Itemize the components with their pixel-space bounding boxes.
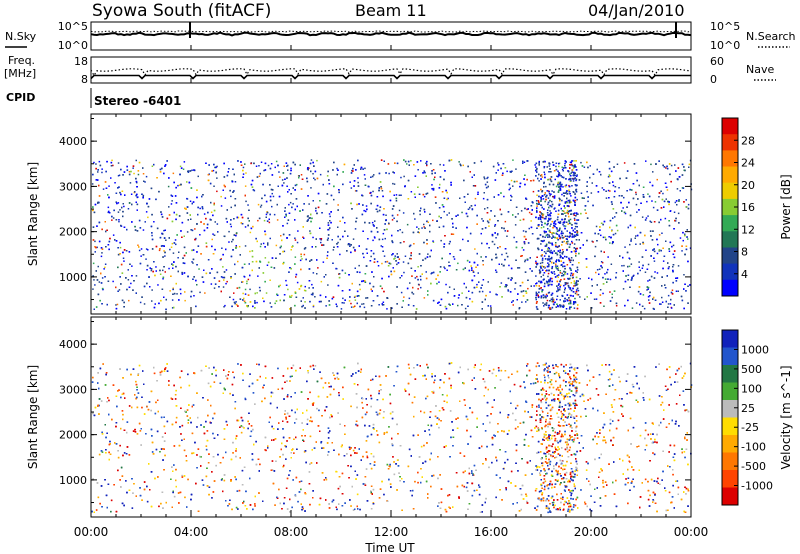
x-tick-label: 08:00 xyxy=(274,525,309,539)
colorbar-swatch xyxy=(722,231,738,248)
freq-unit-label: [MHz] xyxy=(4,67,36,80)
freq-line xyxy=(90,74,691,80)
freq-top-tick: 18 xyxy=(74,55,88,68)
y-tick-label: 3000 xyxy=(59,383,87,396)
colorbar-title: Power [dB] xyxy=(779,174,793,239)
y-tick-label: 2000 xyxy=(59,429,87,442)
colorbar-tick-label: 20 xyxy=(741,179,755,192)
x-tick-label: 00:00 xyxy=(74,525,109,539)
freq-bottom-tick: 8 xyxy=(81,73,88,86)
colorbar-swatch xyxy=(722,247,738,265)
colorbar-tick-label: 24 xyxy=(741,157,755,170)
x-tick-label: 20:00 xyxy=(574,525,609,539)
colorbar-swatch xyxy=(722,435,738,453)
colorbar-swatch xyxy=(722,365,738,383)
x-tick-label: 12:00 xyxy=(374,525,409,539)
y-tick-label: 4000 xyxy=(59,135,87,148)
beam-label: Beam 11 xyxy=(355,1,427,20)
colorbar-swatch xyxy=(722,263,738,281)
colorbar-swatch xyxy=(722,279,738,297)
colorbar-tick-label: -100 xyxy=(741,441,766,454)
y-tick-label: 1000 xyxy=(59,474,87,487)
colorbar-swatch xyxy=(722,417,738,436)
nsearch-label: N.Search xyxy=(746,30,796,43)
cpid-label: CPID xyxy=(6,91,35,104)
colorbar-tick-label: -500 xyxy=(741,460,766,473)
colorbar-tick-label: 100 xyxy=(741,382,762,395)
power-colorbar: 28 24 20 16 12 8 4 Power [dB] xyxy=(721,117,793,297)
y-tick-label: 4000 xyxy=(59,338,87,351)
x-tick-label: 04:00 xyxy=(174,525,209,539)
nave-top-tick: 60 xyxy=(710,55,724,68)
colorbar-tick-label: 12 xyxy=(741,223,755,236)
colorbar-swatch xyxy=(722,118,738,135)
colorbar-swatch xyxy=(722,400,738,418)
y-axis-title: Slant Range [km] xyxy=(26,162,40,266)
noise-right-bottom-tick: 10^0 xyxy=(710,39,740,52)
colorbar-swatch xyxy=(722,382,738,401)
nave-bottom-tick: 0 xyxy=(710,73,717,86)
colorbar-swatch xyxy=(722,215,738,232)
y-tick-label: 1000 xyxy=(59,271,87,284)
colorbar-tick-label: 16 xyxy=(741,201,755,214)
y-tick-label: 2000 xyxy=(59,226,87,239)
velocity-panel: 1000 2000 3000 4000 Slant Range [km] xyxy=(26,316,693,518)
x-axis-title: Time UT xyxy=(364,541,415,554)
x-tick-label: 16:00 xyxy=(474,525,509,539)
panel-frame xyxy=(90,113,692,315)
colorbar-tick-label: 28 xyxy=(741,134,755,147)
colorbar-tick-label: 1000 xyxy=(741,343,769,356)
y-tick-label: 3000 xyxy=(59,180,87,193)
colorbar-swatch xyxy=(722,182,738,200)
colorbar-tick-label: 8 xyxy=(741,246,748,259)
cpid-value: Stereo -6401 xyxy=(94,94,181,108)
colorbar-tick-label: 500 xyxy=(741,363,762,376)
colorbar-title: Velocity [m s^-1] xyxy=(779,365,793,469)
noise-search-line xyxy=(90,30,692,33)
noise-left-top-tick: 10^5 xyxy=(58,20,88,33)
colorbar-swatch xyxy=(722,452,738,471)
colorbar-tick-label: -1000 xyxy=(741,480,773,493)
colorbar-swatch xyxy=(722,150,738,168)
freq-label: Freq. xyxy=(8,54,35,67)
plot-title: Syowa South (fitACF) xyxy=(92,1,271,21)
colorbar-swatch xyxy=(722,330,738,348)
colorbar-tick-label: 25 xyxy=(741,402,755,415)
colorbar-swatch xyxy=(722,347,738,366)
colorbar-tick-label: -25 xyxy=(741,421,759,434)
time-axis: 00:00 04:00 08:00 12:00 16:00 20:00 00:00 xyxy=(74,45,709,539)
colorbar-swatch xyxy=(722,166,738,184)
power-panel: 1000 2000 3000 4000 Slant Range [km] xyxy=(26,113,693,315)
nave-line xyxy=(90,68,692,77)
nave-label: Nave xyxy=(746,63,774,76)
colorbar-frame xyxy=(721,329,739,506)
colorbar-tick-label: 4 xyxy=(741,268,748,281)
echo-texture xyxy=(91,159,693,311)
colorbar-swatch xyxy=(722,470,738,488)
noise-sky-line xyxy=(90,31,692,37)
colorbar-swatch xyxy=(722,487,738,506)
noise-right-top-tick: 10^5 xyxy=(710,20,740,33)
colorbar-swatch xyxy=(722,134,738,151)
echo-texture xyxy=(91,362,693,514)
date-label: 04/Jan/2010 xyxy=(588,1,685,20)
nsky-label: N.Sky xyxy=(5,30,37,43)
noise-left-bottom-tick: 10^0 xyxy=(58,39,88,52)
colorbar-swatch xyxy=(722,198,738,216)
x-tick-label: 00:00 xyxy=(674,525,709,539)
y-axis-title: Slant Range [km] xyxy=(26,365,40,469)
velocity-colorbar: 1000 500 100 25 -25 -100 -500 -1000 Velocity [m … xyxy=(721,329,793,506)
